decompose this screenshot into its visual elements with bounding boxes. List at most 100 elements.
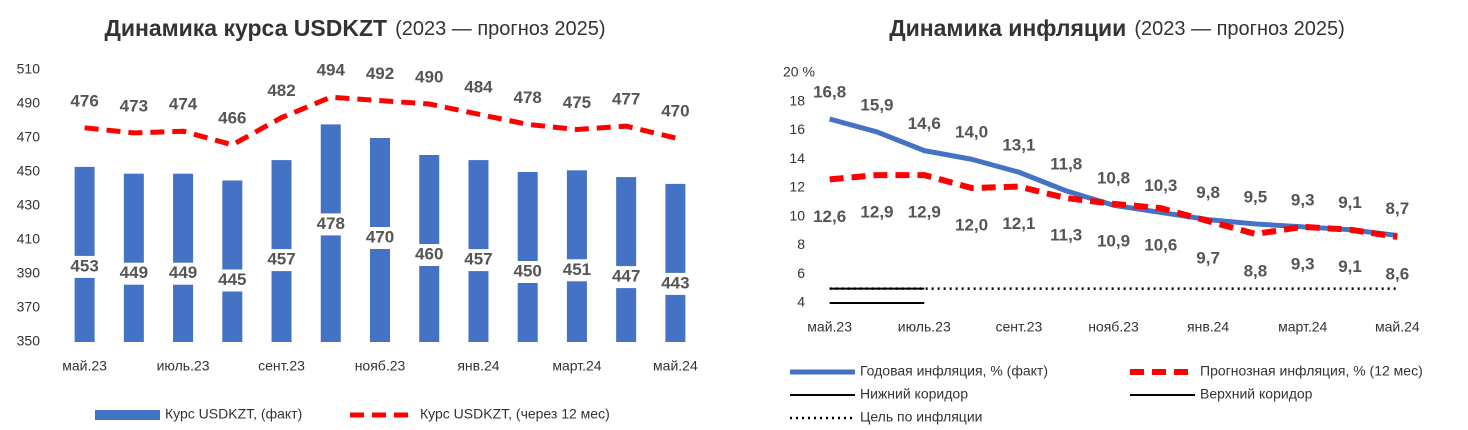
- y-tick-label: 430: [17, 197, 41, 213]
- data-label: 9,1: [1338, 257, 1362, 276]
- data-label: 12,6: [813, 207, 846, 226]
- data-label: 490: [415, 67, 443, 86]
- data-label: 10,8: [1097, 169, 1130, 188]
- y-tick-label: 12: [789, 179, 805, 195]
- data-label: 447: [612, 267, 640, 286]
- series-line: [829, 172, 1398, 240]
- data-label: 8,7: [1386, 199, 1410, 218]
- label-bg: [62, 255, 107, 278]
- data-label: 9,8: [1196, 183, 1220, 202]
- x-tick-label: май.24: [653, 358, 698, 374]
- data-label: 476: [70, 91, 98, 110]
- data-label: 11,3: [1050, 226, 1082, 245]
- x-tick-label: март.24: [1278, 319, 1327, 335]
- label-bg: [210, 269, 255, 292]
- legend-label: Курс USDKZT, (через 12 мес): [420, 406, 610, 422]
- data-label: 478: [514, 88, 542, 107]
- y-tick-label: 410: [17, 231, 41, 247]
- data-label: 11,8: [1050, 154, 1082, 173]
- title-main: Динамика курса USDKZT: [104, 15, 387, 41]
- bar: [222, 180, 243, 342]
- y-tick-label: 350: [17, 333, 41, 349]
- data-label: 492: [366, 64, 394, 83]
- data-label: 8,8: [1244, 261, 1268, 280]
- y-tick-label: 8: [797, 236, 805, 252]
- data-label: 482: [267, 81, 295, 100]
- y-tick-label: 16: [789, 121, 805, 137]
- data-label: 477: [612, 90, 640, 109]
- data-label: 9,3: [1291, 254, 1315, 273]
- bar: [566, 170, 587, 342]
- label-bg: [604, 266, 649, 289]
- y-tick-label: 4: [797, 294, 805, 310]
- data-label: 15,9: [860, 95, 893, 114]
- legend-label: Нижний коридор: [860, 386, 968, 402]
- label-bg: [308, 213, 353, 236]
- data-label: 470: [661, 101, 689, 120]
- y-tick-label: 20 %: [783, 64, 815, 80]
- y-tick-label: 370: [17, 299, 41, 315]
- x-tick-label: сент.23: [258, 358, 305, 374]
- data-label: 449: [169, 263, 197, 282]
- data-label: 484: [464, 78, 493, 97]
- series-line: [84, 94, 676, 148]
- data-label: 13,1: [1002, 136, 1035, 155]
- x-tick-label: май.23: [62, 358, 107, 374]
- chart-title: Динамика инфляции (2023 — прогноз 2025): [889, 15, 1345, 41]
- data-label: 450: [514, 261, 542, 280]
- x-tick-label: июль.23: [157, 358, 210, 374]
- label-bg: [358, 227, 402, 249]
- data-label: 474: [169, 95, 198, 114]
- data-label: 453: [70, 256, 98, 275]
- data-label: 12,1: [1002, 214, 1035, 233]
- data-label: 494: [317, 61, 346, 80]
- legend-label: Прогнозная инфляция, % (12 мес): [1200, 363, 1423, 379]
- label-bg: [111, 262, 156, 285]
- bar: [616, 177, 637, 342]
- y-tick-label: 490: [17, 95, 41, 111]
- data-label: 445: [218, 270, 246, 289]
- data-label: 470: [366, 227, 394, 246]
- data-label: 10,6: [1144, 236, 1177, 255]
- x-tick-label: июль.23: [898, 319, 951, 335]
- x-tick-label: май.23: [807, 319, 852, 335]
- data-label: 9,7: [1196, 249, 1220, 268]
- data-label: 14,6: [908, 114, 941, 133]
- label-bg: [505, 261, 550, 283]
- title-main: Динамика инфляции: [889, 15, 1126, 41]
- data-label: 478: [317, 214, 345, 233]
- chart-title: Динамика курса USDKZT (2023 — прогноз 202…: [104, 15, 605, 41]
- label-bg: [554, 259, 599, 282]
- data-label: 9,1: [1338, 193, 1362, 212]
- data-label: 9,5: [1244, 187, 1268, 206]
- data-label: 460: [415, 244, 443, 263]
- data-label: 449: [120, 263, 148, 282]
- data-label: 10,9: [1097, 231, 1130, 250]
- data-label: 457: [267, 250, 295, 269]
- label-bg: [161, 262, 206, 285]
- legend-label: Цель по инфляции: [860, 409, 982, 425]
- bar: [517, 172, 538, 342]
- data-label: 475: [563, 93, 591, 112]
- data-label: 16,8: [813, 82, 846, 101]
- data-label: 10,3: [1144, 176, 1177, 195]
- data-label: 466: [218, 108, 246, 127]
- y-tick-label: 10: [789, 207, 805, 223]
- data-label: 8,6: [1386, 264, 1410, 283]
- y-tick-label: 6: [797, 265, 805, 281]
- x-tick-label: янв.24: [1187, 319, 1229, 335]
- x-tick-label: нояб.23: [1088, 319, 1139, 335]
- data-label: 451: [563, 260, 591, 279]
- x-tick-label: май.24: [1375, 319, 1420, 335]
- data-label: 473: [120, 96, 148, 115]
- legend-label: Верхний коридор: [1200, 386, 1313, 402]
- data-label: 443: [661, 273, 689, 292]
- y-tick-label: 390: [17, 265, 41, 281]
- y-tick-label: 18: [789, 92, 805, 108]
- x-tick-label: нояб.23: [355, 358, 406, 374]
- legend-label: Курс USDKZT, (факт): [165, 406, 302, 422]
- x-tick-label: март.24: [552, 358, 601, 374]
- legend-swatch: [95, 410, 160, 420]
- y-tick-label: 450: [17, 163, 41, 179]
